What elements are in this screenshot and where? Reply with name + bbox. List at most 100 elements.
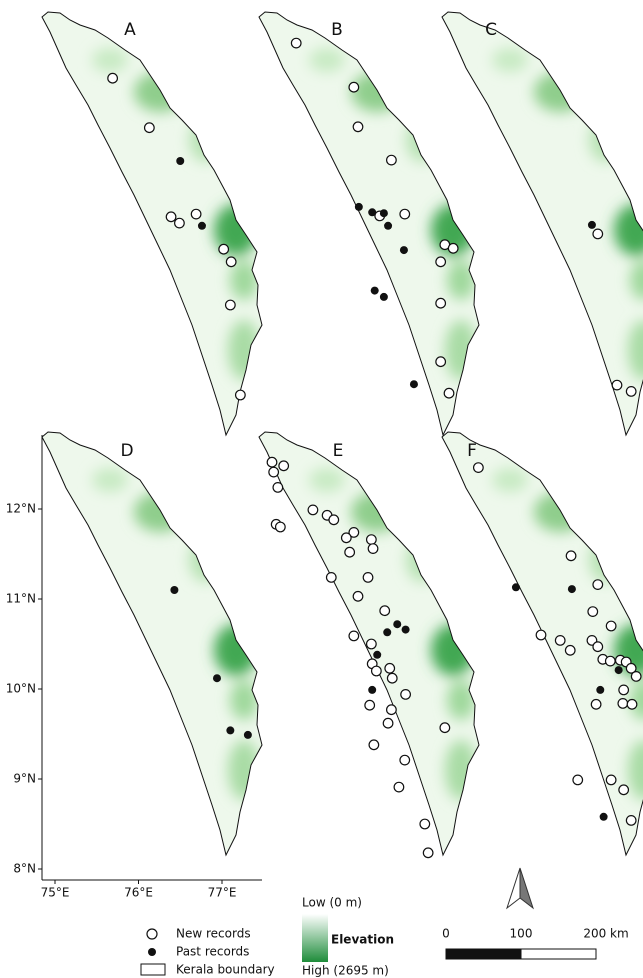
map-panel xyxy=(30,0,290,450)
legend-boundary: Kerala boundary xyxy=(176,963,275,977)
past-record xyxy=(410,380,418,388)
panel-label: F xyxy=(467,441,477,461)
panel-label: E xyxy=(333,441,344,461)
y-tick-label: 11°N xyxy=(6,592,36,606)
new-record xyxy=(387,705,397,715)
relief-blob xyxy=(406,118,438,162)
relief-blob xyxy=(92,48,128,72)
new-record xyxy=(342,533,352,543)
relief-blob xyxy=(189,118,221,162)
new-record xyxy=(276,522,286,532)
relief-blob xyxy=(492,468,528,492)
new-record xyxy=(368,544,378,554)
panel-label: B xyxy=(331,20,343,40)
new-record xyxy=(394,782,404,792)
past-record xyxy=(226,726,234,734)
new-record xyxy=(626,387,636,397)
new-record xyxy=(219,244,229,254)
relief-blob xyxy=(445,320,477,380)
new-record xyxy=(400,755,410,765)
new-record xyxy=(401,690,411,700)
new-record xyxy=(631,672,641,682)
new-record xyxy=(349,631,359,641)
elevation-low: Low (0 m) xyxy=(302,896,362,910)
new-record xyxy=(349,82,359,92)
past-record xyxy=(402,626,410,634)
elevation-shading xyxy=(30,0,290,450)
legend-past: Past records xyxy=(176,945,249,959)
past-record xyxy=(170,586,178,594)
new-record xyxy=(108,73,118,83)
new-record xyxy=(273,483,283,493)
past-record xyxy=(176,157,184,165)
new-record xyxy=(380,606,390,616)
new-record xyxy=(573,775,583,785)
relief-blob xyxy=(447,260,475,300)
past-record xyxy=(380,293,388,301)
x-tick-label: 75°E xyxy=(41,886,70,900)
new-record xyxy=(308,505,318,515)
new-record xyxy=(619,785,629,795)
past-record xyxy=(371,287,379,295)
relief-blob xyxy=(309,48,345,72)
past-record xyxy=(198,222,206,230)
relief-blob xyxy=(534,72,586,112)
past-record xyxy=(588,221,596,229)
new-record xyxy=(555,636,565,646)
new-record xyxy=(420,819,430,829)
y-tick-label: 9°N xyxy=(13,772,36,786)
relief-blob xyxy=(431,624,475,676)
y-tick-label: 12°N xyxy=(6,502,36,516)
new-record xyxy=(326,573,336,583)
new-record xyxy=(385,664,395,674)
new-record xyxy=(345,547,355,557)
new-record xyxy=(618,699,628,709)
legend-boundary-symbol xyxy=(141,964,165,975)
x-tick-label: 77°E xyxy=(208,886,237,900)
north-arrow xyxy=(507,868,533,908)
relief-blob xyxy=(351,72,403,112)
legend-new: New records xyxy=(176,927,251,941)
new-record xyxy=(400,209,410,219)
new-record xyxy=(436,257,446,267)
new-record xyxy=(236,390,246,400)
new-record xyxy=(440,723,450,733)
past-record xyxy=(400,246,408,254)
past-record xyxy=(615,666,623,674)
new-record xyxy=(606,656,616,666)
new-record xyxy=(619,685,629,695)
past-record xyxy=(244,731,252,739)
new-record xyxy=(593,580,603,590)
new-record xyxy=(626,816,636,826)
new-record xyxy=(175,218,185,228)
relief-blob xyxy=(534,492,586,532)
past-record xyxy=(512,583,520,591)
new-record xyxy=(566,551,576,561)
past-record xyxy=(380,209,388,217)
scale-label: 100 xyxy=(510,927,533,941)
relief-blob xyxy=(228,740,260,800)
map-panels xyxy=(30,0,643,870)
scale-label: 0 xyxy=(442,927,450,941)
new-record xyxy=(329,515,339,525)
new-record xyxy=(591,700,601,710)
past-record xyxy=(373,651,381,659)
panel-label: D xyxy=(120,441,133,461)
new-record xyxy=(606,775,616,785)
new-record xyxy=(191,209,201,219)
new-record xyxy=(436,357,446,367)
new-record xyxy=(279,461,289,471)
north-arrow-left xyxy=(507,868,520,908)
legend-new-symbol xyxy=(147,929,157,939)
relief-blob xyxy=(134,72,186,112)
new-record xyxy=(423,848,433,858)
past-record xyxy=(384,222,392,230)
relief-blob xyxy=(189,538,221,582)
figure: New records Past records Kerala boundary… xyxy=(0,0,643,978)
new-record xyxy=(226,300,236,310)
past-record xyxy=(368,686,376,694)
relief-blob xyxy=(589,118,621,162)
new-record xyxy=(369,740,379,750)
scale-bar: 0 100 200 km xyxy=(442,927,629,960)
past-record xyxy=(368,208,376,216)
